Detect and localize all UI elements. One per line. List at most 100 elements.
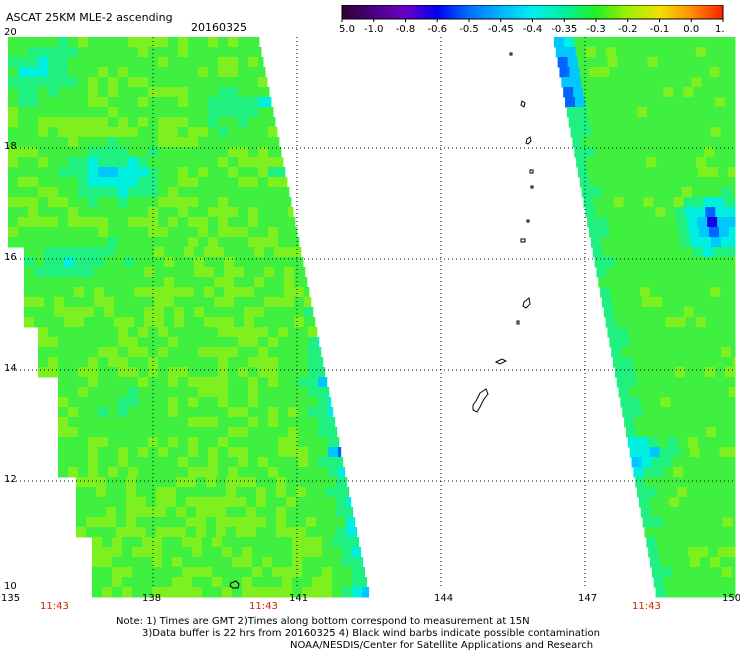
swath-cell [274,307,285,318]
swath-cell [718,497,730,508]
swath-cell [88,187,99,198]
swath-cell [590,237,602,248]
swath-cell [188,337,199,348]
swath-cell [673,577,685,588]
swath-cell [38,187,49,198]
swath-cell [128,347,139,358]
swath-cell [278,327,289,338]
swath-cell [68,447,79,458]
swath-cell [238,97,249,108]
swath-cell [68,387,79,398]
swath-cell [713,307,725,318]
swath-cell [298,357,309,368]
swath-cell [718,547,729,558]
swath-cell [720,507,732,518]
swath-cell [252,587,263,598]
swath-cell [292,547,303,558]
swath-cell [294,267,305,278]
swath-cell [589,227,600,238]
swath-cell [246,527,257,538]
swath-cell [228,127,239,138]
swath-cell [38,347,49,358]
swath-cell [666,267,677,278]
swath-cell [138,357,149,368]
swath-cell [18,87,29,98]
swath-cell [288,437,299,448]
swath-cell [88,337,99,348]
swath-cell [188,377,199,388]
swath-cell [128,77,139,88]
swath-cell [679,67,690,78]
swath-cell [248,367,259,378]
swath-cell [128,117,139,128]
swath-cell [98,417,109,428]
swath-cell [616,377,628,388]
swath-cell [692,407,703,418]
swath-cell [148,457,159,468]
swath-cell [166,517,177,528]
swath-cell [705,207,716,218]
swath-cell [198,207,209,218]
swath-cell [204,307,215,318]
swath-cell [714,147,725,158]
swath-cell [98,357,109,368]
swath-cell [138,37,149,48]
swath-cell [696,267,707,278]
swath-cell [663,577,675,588]
swath-cell [98,327,109,338]
swath-cell [68,117,79,128]
swath-cell [258,127,269,138]
swath-cell [178,187,189,198]
swath-cell [88,357,99,368]
swath-cell [278,457,289,468]
swath-cell [162,537,173,548]
swath-cell [328,467,339,478]
swath-cell [677,487,688,498]
swath-cell [581,77,592,88]
swath-cell [228,57,239,68]
swath-cell [318,347,322,358]
swath-cell [332,557,343,568]
swath-cell [118,137,129,148]
swath-cell [58,57,69,68]
swath-cell [152,567,163,578]
swath-cell [198,447,209,458]
swath-cell [188,117,199,128]
swath-cell [268,367,279,378]
swath-cell [634,417,645,428]
swath-cell [709,447,721,458]
swath-cell [302,557,313,568]
swath-cell [648,547,659,558]
swath-cell [268,467,279,478]
swath-cell [691,457,703,468]
swath-cell [202,567,213,578]
swath-cell [258,167,269,178]
swath-cell [563,87,574,98]
swath-cell [278,357,289,368]
swath-cell [605,207,616,218]
swath-cell [178,237,189,248]
swath-cell [204,257,215,268]
swath-cell [276,487,287,498]
swath-cell [142,537,153,548]
swath-cell [268,147,279,158]
swath-cell [218,387,229,398]
swath-cell [266,507,277,518]
swath-cell [18,77,29,88]
swath-cell [728,277,736,288]
swath-cell [182,577,193,588]
swath-cell [318,467,329,478]
swath-cell [58,367,69,378]
swath-cell [685,587,697,598]
swath-cell [308,387,319,398]
swath-cell [258,187,269,198]
swath-cell [649,67,660,78]
swath-cell [707,327,719,338]
swath-cell [58,417,69,428]
swath-cell [670,127,682,138]
swath-cell [625,427,637,438]
swath-cell [68,217,79,228]
swath-cell [128,87,139,98]
swath-cell [298,407,309,418]
swath-cell [238,67,249,78]
